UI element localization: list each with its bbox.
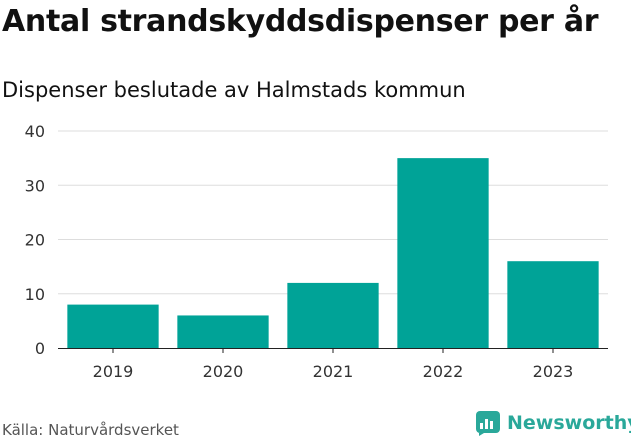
chart-subtitle: Dispenser beslutade av Halmstads kommun (2, 78, 466, 102)
y-tick-label: 10 (25, 285, 45, 304)
bar (177, 315, 269, 348)
y-tick-label: 20 (25, 231, 45, 250)
x-tick-label: 2019 (93, 362, 134, 381)
bar-chart: 0 10 20 30 40 2019 2020 2021 2022 2023 (25, 122, 608, 381)
x-tick-label: 2021 (313, 362, 354, 381)
y-tick-label: 40 (25, 122, 45, 141)
chart-title: Antal strandskyddsdispenser per år (2, 4, 599, 39)
source-note: Källa: Naturvårdsverket (2, 421, 179, 439)
x-tick-label: 2023 (533, 362, 574, 381)
bar (287, 282, 379, 348)
brand-name: Newsworthy (507, 412, 631, 434)
x-tick-label: 2020 (203, 362, 244, 381)
x-tick-label: 2022 (423, 362, 464, 381)
bar (67, 304, 159, 348)
newsworthy-logo-icon (476, 411, 500, 436)
brand-logo: Newsworthy (475, 408, 631, 438)
bar (397, 158, 489, 348)
y-tick-label: 30 (25, 176, 45, 195)
bar (507, 261, 599, 348)
y-tick-label: 0 (35, 339, 45, 358)
